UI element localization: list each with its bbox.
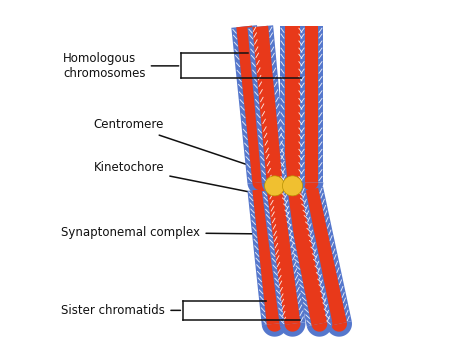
Polygon shape xyxy=(302,182,319,190)
Polygon shape xyxy=(280,26,305,182)
Polygon shape xyxy=(298,187,352,326)
Polygon shape xyxy=(331,322,347,332)
Circle shape xyxy=(283,176,302,196)
Polygon shape xyxy=(253,188,283,325)
Text: Centromere: Centromere xyxy=(94,118,292,180)
Polygon shape xyxy=(303,188,347,325)
Polygon shape xyxy=(285,182,301,190)
Polygon shape xyxy=(285,188,327,325)
Polygon shape xyxy=(285,26,301,182)
Polygon shape xyxy=(247,181,273,195)
Text: Sister chromatids: Sister chromatids xyxy=(62,304,181,317)
Polygon shape xyxy=(237,26,268,183)
Polygon shape xyxy=(327,321,352,337)
Text: Synaptonemal complex: Synaptonemal complex xyxy=(62,226,288,239)
Polygon shape xyxy=(262,181,288,195)
Polygon shape xyxy=(267,182,283,190)
Polygon shape xyxy=(285,323,301,332)
Polygon shape xyxy=(280,182,305,195)
Text: Homologous
chromosomes: Homologous chromosomes xyxy=(63,52,179,80)
Polygon shape xyxy=(231,25,273,184)
Polygon shape xyxy=(298,182,323,195)
Polygon shape xyxy=(302,26,319,182)
Text: Kinetochore: Kinetochore xyxy=(94,161,266,195)
Polygon shape xyxy=(307,321,332,337)
Polygon shape xyxy=(267,188,301,325)
Polygon shape xyxy=(247,25,287,183)
Polygon shape xyxy=(253,182,268,190)
Polygon shape xyxy=(267,323,283,332)
Polygon shape xyxy=(280,322,305,337)
Polygon shape xyxy=(247,188,287,325)
Polygon shape xyxy=(253,26,283,183)
Polygon shape xyxy=(262,322,288,337)
Polygon shape xyxy=(262,188,305,326)
Polygon shape xyxy=(280,187,332,326)
Polygon shape xyxy=(312,322,327,332)
Polygon shape xyxy=(298,26,323,182)
Circle shape xyxy=(264,176,285,196)
